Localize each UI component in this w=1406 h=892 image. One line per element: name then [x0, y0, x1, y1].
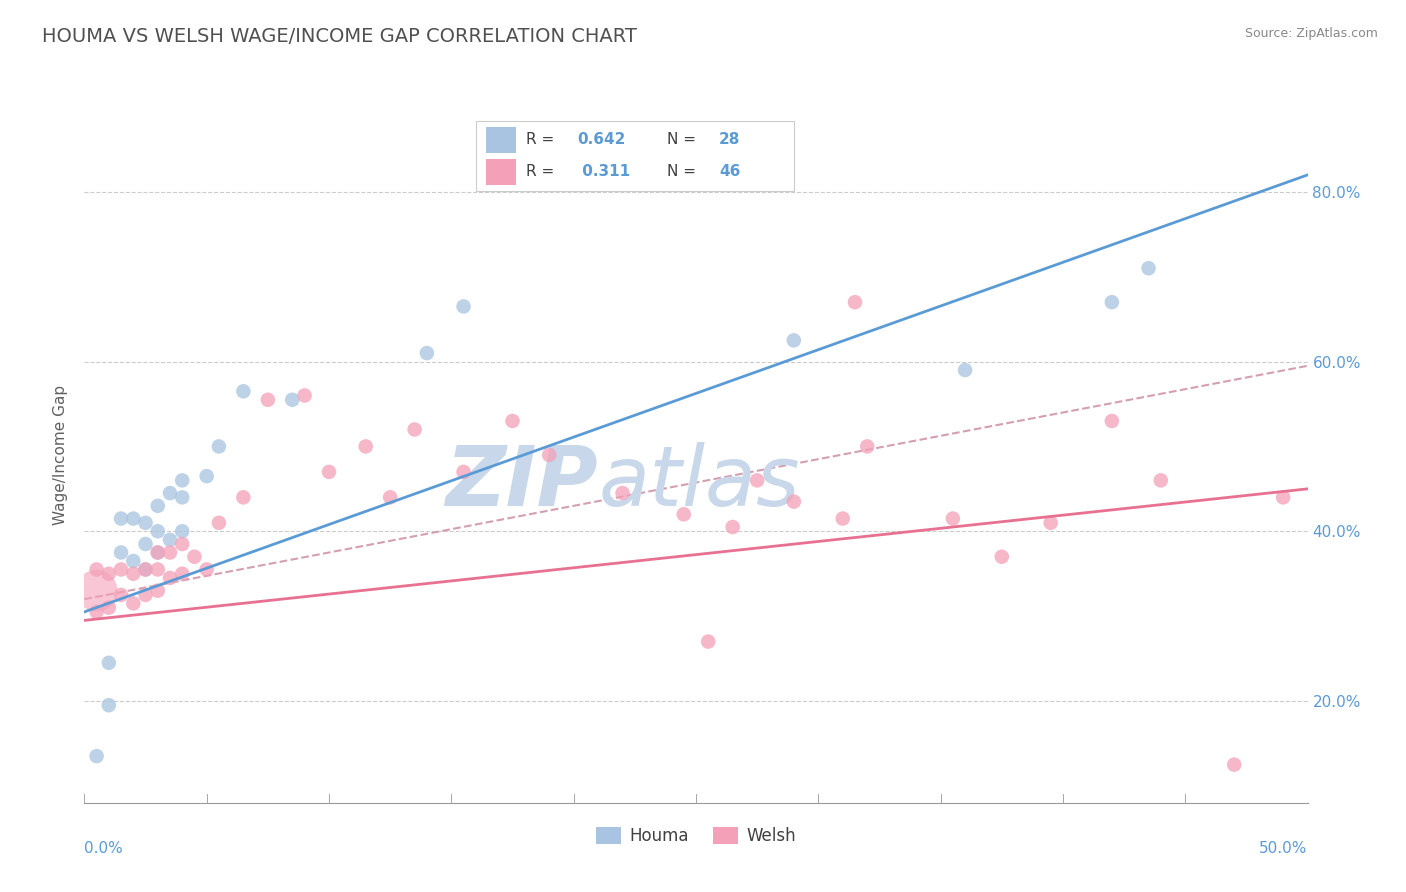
Point — [122, 566, 145, 581]
Point — [991, 549, 1014, 564]
Text: HOUMA VS WELSH WAGE/INCOME GAP CORRELATION CHART: HOUMA VS WELSH WAGE/INCOME GAP CORRELATI… — [42, 27, 637, 45]
Point — [97, 698, 120, 713]
Point — [354, 439, 377, 453]
Point — [1101, 414, 1123, 428]
Point — [110, 562, 132, 576]
Point — [1272, 491, 1295, 505]
Point — [172, 524, 194, 539]
Point — [146, 583, 169, 598]
FancyBboxPatch shape — [475, 121, 794, 191]
Point — [159, 571, 181, 585]
Point — [783, 334, 806, 348]
Text: Source: ZipAtlas.com: Source: ZipAtlas.com — [1244, 27, 1378, 40]
Point — [942, 511, 965, 525]
Point — [612, 486, 634, 500]
Point — [453, 300, 475, 314]
Point — [146, 499, 169, 513]
Point — [172, 566, 194, 581]
Point — [232, 491, 254, 505]
Y-axis label: Wage/Income Gap: Wage/Income Gap — [53, 384, 69, 525]
Point — [159, 486, 181, 500]
Text: atlas: atlas — [598, 442, 800, 524]
Point — [747, 474, 769, 488]
Bar — [485, 159, 516, 185]
Point — [159, 545, 181, 559]
Point — [208, 439, 231, 453]
Point — [721, 520, 744, 534]
Point — [122, 554, 145, 568]
Point — [146, 524, 169, 539]
Text: 50.0%: 50.0% — [1260, 841, 1308, 856]
Point — [195, 562, 218, 576]
Point — [1101, 295, 1123, 310]
Point — [97, 656, 120, 670]
Point — [416, 346, 439, 360]
Point — [86, 749, 108, 764]
Point — [380, 491, 402, 505]
Point — [159, 533, 181, 547]
Point — [97, 600, 120, 615]
Point — [146, 545, 169, 559]
Point — [183, 549, 205, 564]
Point — [856, 439, 879, 453]
Text: R =: R = — [526, 164, 560, 179]
Bar — [485, 127, 516, 153]
Point — [135, 537, 157, 551]
Point — [172, 537, 194, 551]
Point — [172, 474, 194, 488]
Point — [135, 562, 157, 576]
Point — [122, 596, 145, 610]
Point — [257, 392, 280, 407]
Point — [538, 448, 561, 462]
Point — [281, 392, 304, 407]
Point — [783, 494, 806, 508]
Point — [1150, 474, 1173, 488]
Point — [146, 545, 169, 559]
Point — [135, 516, 157, 530]
Point — [1137, 261, 1160, 276]
Text: 46: 46 — [720, 164, 741, 179]
Point — [110, 545, 132, 559]
Point — [831, 511, 853, 525]
Point — [135, 562, 157, 576]
Point — [110, 588, 132, 602]
Point — [208, 516, 231, 530]
Text: 0.311: 0.311 — [578, 164, 630, 179]
Point — [232, 384, 254, 399]
Point — [146, 562, 169, 576]
Point — [844, 295, 866, 310]
Point — [86, 583, 108, 598]
Point — [502, 414, 524, 428]
Point — [404, 422, 426, 436]
Legend: Houma, Welsh: Houma, Welsh — [588, 819, 804, 854]
Point — [453, 465, 475, 479]
Point — [953, 363, 976, 377]
Point — [86, 562, 108, 576]
Text: 0.642: 0.642 — [578, 132, 626, 147]
Text: 28: 28 — [720, 132, 741, 147]
Point — [172, 491, 194, 505]
Text: ZIP: ZIP — [446, 442, 598, 524]
Text: 0.0%: 0.0% — [84, 841, 124, 856]
Point — [195, 469, 218, 483]
Point — [697, 634, 720, 648]
Point — [122, 511, 145, 525]
Point — [294, 388, 316, 402]
Point — [318, 465, 340, 479]
Point — [86, 605, 108, 619]
Point — [110, 511, 132, 525]
Point — [1039, 516, 1062, 530]
Text: N =: N = — [666, 164, 700, 179]
Text: N =: N = — [666, 132, 700, 147]
Point — [135, 588, 157, 602]
Point — [672, 508, 695, 522]
Point — [97, 566, 120, 581]
Text: R =: R = — [526, 132, 560, 147]
Point — [1223, 757, 1246, 772]
